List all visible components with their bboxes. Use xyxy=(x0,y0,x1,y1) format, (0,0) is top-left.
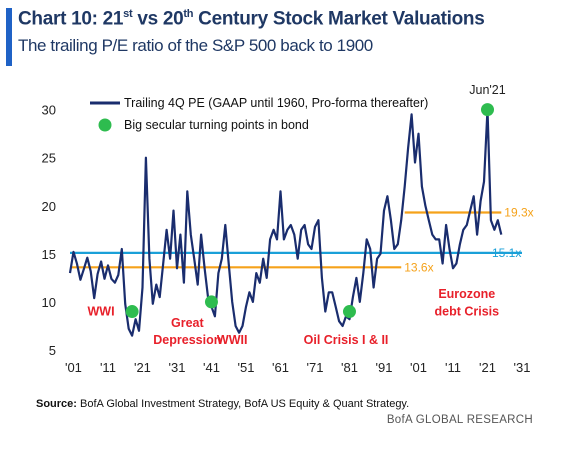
x-tick-label: '61 xyxy=(272,360,289,375)
title-accent-bar xyxy=(6,8,12,66)
chart-title: Chart 10: 21st vs 20th Century Stock Mar… xyxy=(18,8,485,30)
annotation-label: debt Crisis xyxy=(434,304,499,318)
source-label: Source: xyxy=(36,398,77,410)
x-tick-label: '11 xyxy=(100,360,116,375)
annotation-label: Jun'21 xyxy=(469,83,505,97)
turning-point-dot xyxy=(204,295,218,309)
y-tick-label: 5 xyxy=(49,343,56,358)
legend-dot-swatch xyxy=(98,118,112,132)
x-tick-label: '81 xyxy=(341,360,358,375)
title-suffix: Century Stock Market Valuations xyxy=(193,8,485,30)
annotation-label: Eurozone xyxy=(438,287,495,301)
y-tick-label: 20 xyxy=(42,199,56,214)
pe-ratio-chart: 5 10 15 20 25 30 '01 '11 '21 '31 '41 '51 '61 '71 '81 '9… xyxy=(42,83,534,375)
annotation-label: WWII xyxy=(217,333,248,347)
turning-point-dot xyxy=(342,305,356,319)
source-text: BofA Global Investment Strategy, BofA US… xyxy=(76,398,410,410)
title-mid: vs 20 xyxy=(132,8,184,30)
annotation-label: Oil Crisis I & II xyxy=(304,333,389,347)
y-tick-label: 25 xyxy=(42,151,56,166)
brand-footer: BofA GLOBAL RESEARCH xyxy=(386,414,533,426)
x-tick-label: '41 xyxy=(203,360,220,375)
annotation-label: Depression xyxy=(153,333,221,347)
legend-line-label: Trailing 4Q PE (GAAP until 1960, Pro-for… xyxy=(124,96,428,110)
annotation-label: Great xyxy=(171,316,204,330)
title-sup-st: st xyxy=(123,8,133,20)
x-tick-label: '71 xyxy=(307,360,324,375)
x-tick-label: '51 xyxy=(237,360,254,375)
x-tick-label: '11 xyxy=(445,360,461,375)
title-prefix: Chart 10: 21 xyxy=(18,8,124,30)
source-note: Source: BofA Global Investment Strategy,… xyxy=(36,398,409,410)
legend-dot-label: Big secular turning points in bond xyxy=(124,118,309,132)
x-tick-label: '91 xyxy=(376,360,393,375)
x-tick-label: '31 xyxy=(514,360,531,375)
x-tick-label: '21 xyxy=(479,360,496,375)
y-tick-label: 10 xyxy=(42,295,56,310)
turning-point-dot xyxy=(125,305,139,319)
annotation-label: WWI xyxy=(88,304,115,318)
x-tick-label: '01 xyxy=(410,360,427,375)
y-tick-label: 30 xyxy=(42,103,56,118)
chart-subtitle: The trailing P/E ratio of the S&P 500 ba… xyxy=(18,36,373,55)
x-tick-label: '01 xyxy=(65,360,82,375)
y-tick-label: 15 xyxy=(42,247,56,262)
hline-label: 19.3x xyxy=(504,206,533,220)
title-sup-th: th xyxy=(183,8,194,20)
hline-label: 13.6x xyxy=(404,260,433,274)
pe-series-line xyxy=(68,108,503,337)
hline-label: 15.1x xyxy=(492,246,521,260)
x-tick-label: '31 xyxy=(168,360,185,375)
turning-point-dot xyxy=(480,103,494,117)
x-tick-label: '21 xyxy=(134,360,151,375)
